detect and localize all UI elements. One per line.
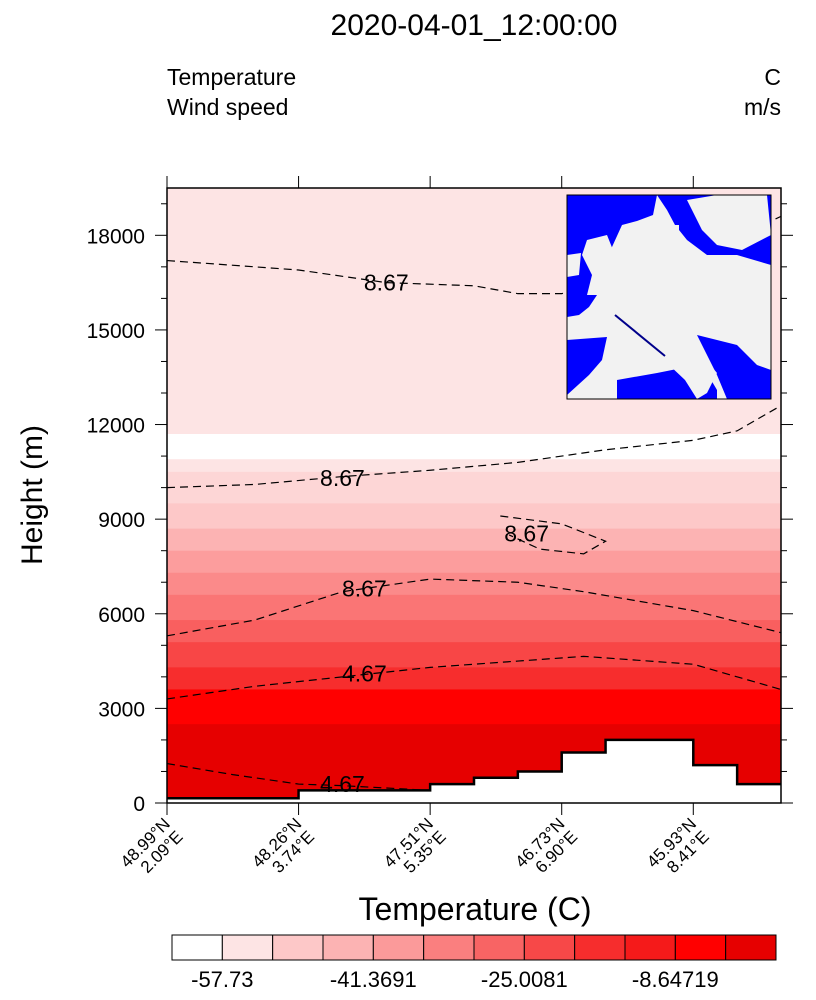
colorbar-box <box>523 934 576 961</box>
y-tick-label: 9000 <box>98 509 145 532</box>
inset-map <box>566 194 772 400</box>
colorbar-label: -25.0081 <box>481 967 568 992</box>
y-tick-label: 12000 <box>87 415 145 438</box>
chart-title: 2020-04-01_12:00:00 <box>331 9 618 42</box>
x-tick-label: 48.99°N2.09°E <box>117 814 187 876</box>
colorbar-box <box>272 934 324 961</box>
x-axis-label: Temperature (C) <box>359 891 592 927</box>
plot-area: 8.67 8.67 8.67 8.67 4.67 4.67 0 3000 6000 9000 120… <box>87 176 793 877</box>
inset-landmass <box>582 235 617 295</box>
colorbar-box <box>725 934 777 961</box>
inset-landmass <box>687 195 771 250</box>
colorbar-box <box>221 934 274 961</box>
contour-line <box>167 215 781 295</box>
contour-line <box>167 405 781 489</box>
inset-landmass <box>662 225 679 250</box>
y-axis: 0 3000 6000 9000 12000 15000 18000 <box>87 203 793 816</box>
contour-label: 8.67 <box>320 465 365 491</box>
cross-section-line <box>614 314 666 357</box>
contour-label: 8.67 <box>504 520 549 546</box>
x-tick-label: 45.93°N8.41°E <box>643 814 713 876</box>
right-label-wind-unit: m/s <box>744 94 781 120</box>
colorbar-box <box>624 934 676 961</box>
y-tick-label: 18000 <box>87 225 145 248</box>
y-axis-label: Height (m) <box>16 425 49 565</box>
colorbar-box <box>674 934 727 961</box>
left-label-wind: Wind speed <box>167 94 288 120</box>
plot-frame <box>166 187 782 804</box>
terrain-outline <box>167 738 781 800</box>
colorbar-label: -41.3691 <box>330 967 417 992</box>
colorbar-label: -57.73 <box>191 967 253 992</box>
contour-label: 8.67 <box>342 576 387 602</box>
left-label-temperature: Temperature <box>167 64 296 90</box>
colorbar-box <box>171 934 223 961</box>
terrain-mask <box>167 739 781 803</box>
y-tick-label: 3000 <box>98 698 145 721</box>
x-tick-label: 48.26°N3.74°E <box>248 814 318 876</box>
inset-landmass <box>567 253 581 277</box>
x-tick-label: 47.51°N5.35°E <box>380 814 450 876</box>
colorbar-label: -8.64719 <box>632 967 719 992</box>
contour-line <box>167 655 781 700</box>
colorbar: -57.73 -41.3691 -25.0081 -8.64719 <box>171 934 777 992</box>
inset-landmass <box>667 355 717 399</box>
colorbar-box <box>423 934 475 961</box>
contour-label: 4.67 <box>320 771 365 797</box>
y-tick-label: 15000 <box>87 320 145 343</box>
contour-line <box>500 515 607 555</box>
colorbar-box <box>322 934 374 961</box>
right-label-temperature-unit: C <box>764 64 781 90</box>
contour-label: 4.67 <box>342 661 387 687</box>
y-tick-label: 0 <box>133 793 145 816</box>
inset-water <box>697 335 771 399</box>
contour-label: 8.67 <box>364 270 409 296</box>
colorbar-box <box>473 934 525 961</box>
y-tick-label: 6000 <box>98 604 145 627</box>
colorbar-box <box>372 934 425 961</box>
inset-frame <box>566 194 772 400</box>
x-tick-label: 46.73°N6.90°E <box>512 814 582 876</box>
contour-line <box>167 762 431 791</box>
contour-lines <box>167 215 781 791</box>
inset-water <box>567 337 607 395</box>
contour-line <box>167 578 781 637</box>
colorbar-box <box>574 934 626 961</box>
